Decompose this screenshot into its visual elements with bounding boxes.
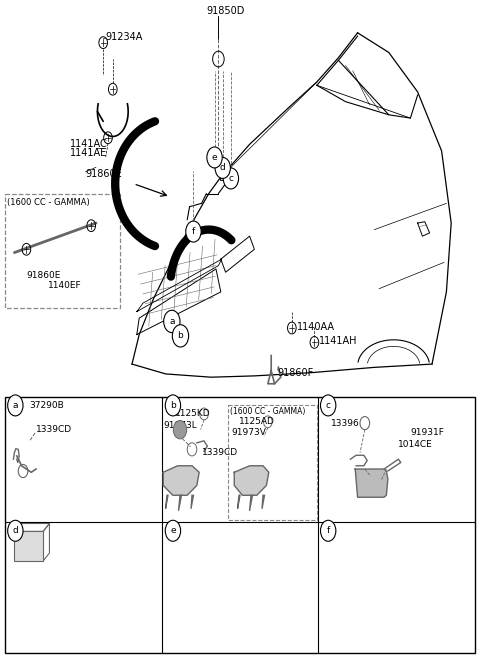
Text: 91850D: 91850D	[206, 6, 245, 16]
Text: (1600 CC - GAMMA): (1600 CC - GAMMA)	[7, 197, 90, 207]
Circle shape	[165, 395, 180, 416]
Text: 91234A: 91234A	[106, 32, 143, 43]
Circle shape	[181, 466, 188, 476]
Text: e: e	[170, 526, 176, 535]
Text: 1339CD: 1339CD	[202, 448, 238, 457]
Text: 1014CE: 1014CE	[398, 440, 433, 449]
Text: f: f	[326, 526, 330, 535]
Text: a: a	[169, 317, 175, 326]
Text: b: b	[170, 401, 176, 410]
Text: 1141AC: 1141AC	[70, 139, 108, 150]
Polygon shape	[163, 466, 199, 495]
Polygon shape	[14, 531, 43, 561]
Text: 1125KD: 1125KD	[175, 409, 211, 419]
Text: c: c	[325, 401, 331, 410]
Text: 1141AE: 1141AE	[70, 148, 107, 158]
Text: d: d	[12, 526, 18, 535]
Circle shape	[321, 520, 336, 541]
Circle shape	[251, 466, 258, 476]
FancyBboxPatch shape	[220, 169, 230, 180]
Text: 91860E: 91860E	[85, 169, 122, 179]
Circle shape	[186, 221, 201, 242]
Circle shape	[8, 520, 23, 541]
Text: c: c	[228, 174, 233, 183]
Text: 13396: 13396	[331, 419, 360, 428]
Text: 1140EF: 1140EF	[48, 281, 82, 290]
Text: 91931F: 91931F	[410, 428, 444, 438]
Circle shape	[321, 395, 336, 416]
Polygon shape	[355, 469, 388, 497]
Text: e: e	[212, 153, 217, 162]
Circle shape	[215, 157, 230, 178]
Text: 1140AA: 1140AA	[297, 321, 335, 332]
Circle shape	[172, 325, 189, 347]
Circle shape	[164, 310, 180, 333]
Text: 1141AH: 1141AH	[319, 336, 358, 346]
Text: 91973L: 91973L	[163, 420, 197, 430]
Text: a: a	[12, 401, 18, 410]
Circle shape	[173, 420, 187, 439]
Text: 91860E: 91860E	[26, 271, 61, 280]
Text: f: f	[192, 227, 195, 236]
Text: 91973V: 91973V	[231, 428, 266, 438]
Circle shape	[365, 475, 374, 487]
Text: b: b	[178, 331, 183, 340]
Circle shape	[223, 168, 239, 189]
Text: d: d	[220, 163, 226, 173]
Circle shape	[378, 480, 385, 489]
Circle shape	[8, 395, 23, 416]
Text: 91860F: 91860F	[277, 367, 314, 378]
Text: 37290B: 37290B	[29, 401, 63, 410]
Circle shape	[165, 520, 180, 541]
Text: 1339CD: 1339CD	[36, 425, 72, 434]
Circle shape	[207, 147, 222, 168]
Polygon shape	[234, 466, 269, 495]
Text: 1125AD: 1125AD	[239, 417, 275, 426]
Text: (1600 CC - GAMMA): (1600 CC - GAMMA)	[230, 407, 306, 417]
